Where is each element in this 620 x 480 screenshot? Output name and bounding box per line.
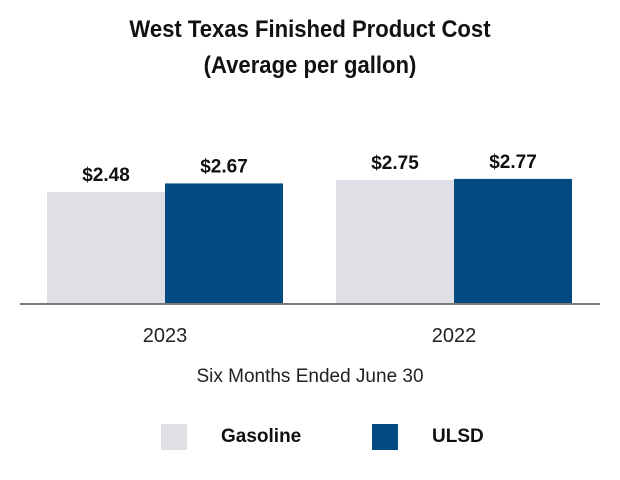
bar-ulsd-2022: [454, 178, 572, 304]
bar-gasoline-2022: [336, 179, 454, 304]
legend-label-gasoline: Gasoline: [221, 426, 302, 447]
data-label-gasoline-2023: $2.48: [82, 165, 130, 186]
bar-gasoline-2023: [47, 192, 165, 304]
bar-ulsd-2023: [165, 183, 283, 304]
legend-item-gasoline: Gasoline: [161, 424, 301, 450]
legend-swatch-gasoline: [161, 424, 187, 450]
legend-item-ulsd: ULSD: [372, 424, 484, 450]
chart-title: West Texas Finished Product Cost: [129, 16, 491, 43]
chart-subtitle: (Average per gallon): [203, 52, 417, 79]
data-label-gasoline-2022: $2.75: [371, 153, 419, 174]
legend-swatch-ulsd: [372, 424, 398, 450]
x-tick-label-2023: 2023: [143, 325, 188, 347]
data-label-ulsd-2022: $2.77: [489, 152, 537, 173]
data-label-ulsd-2023: $2.67: [200, 156, 248, 177]
x-axis-label: Six Months Ended June 30: [196, 366, 423, 387]
legend-label-ulsd: ULSD: [432, 426, 484, 447]
x-tick-label-2022: 2022: [432, 325, 477, 347]
